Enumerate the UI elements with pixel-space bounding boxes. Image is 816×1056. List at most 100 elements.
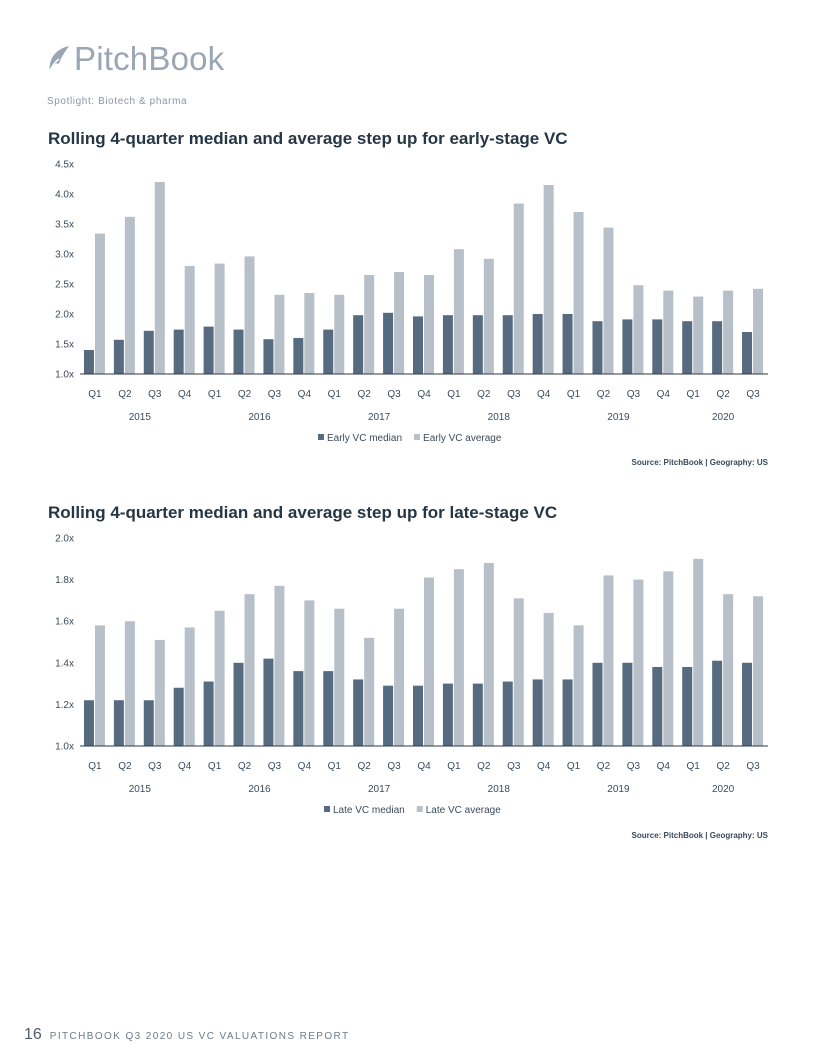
x-tick-label: Q3 (627, 389, 641, 400)
average-bar (483, 258, 494, 374)
median-bar (143, 700, 154, 746)
year-label: 2017 (368, 784, 391, 795)
median-bar (233, 662, 244, 746)
average-bar (214, 610, 225, 746)
x-tick-label: Q4 (657, 761, 671, 772)
average-bar (633, 285, 644, 374)
median-bar (712, 660, 723, 746)
average-bar (274, 294, 285, 374)
average-bar (394, 272, 405, 374)
average-bar (304, 600, 315, 746)
chart-early-stage: 1.0x 1.5x 2.0x 2.5x 3.0x 3.5x 4.0x 4.5x Q1 Q2 Q3 Q4… (55, 160, 768, 444)
x-tick-label: Q3 (507, 761, 521, 772)
year-label: 2019 (607, 784, 630, 795)
y-tick-label: 3.0x (55, 250, 74, 261)
year-label: 2018 (488, 412, 511, 423)
average-bar (184, 627, 195, 746)
legend-label-median: Early VC median (327, 433, 402, 444)
median-bar (323, 329, 334, 374)
median-bar (472, 683, 483, 746)
median-bar (113, 700, 124, 746)
x-tick-label: Q4 (537, 761, 551, 772)
median-bar (592, 321, 603, 374)
y-tick-label: 1.8x (55, 575, 74, 586)
average-bar (693, 558, 704, 746)
chart-1-title: Rolling 4-quarter median and average ste… (48, 129, 568, 148)
median-bar (413, 685, 423, 746)
y-tick-label: 2.0x (55, 534, 74, 545)
chart-1-source: Source: PitchBook | Geography: US (631, 458, 768, 467)
median-bar (622, 319, 633, 374)
average-bar (573, 625, 584, 746)
x-tick-label: Q2 (597, 389, 611, 400)
x-tick-label: Q2 (597, 761, 611, 772)
legend-label-average: Early VC average (423, 433, 502, 444)
legend-label-average: Late VC average (426, 805, 501, 816)
y-tick-label: 4.5x (55, 160, 74, 171)
y-tick-label: 1.5x (55, 340, 74, 351)
average-bar (124, 216, 135, 374)
x-tick-label: Q4 (178, 389, 192, 400)
x-tick-label: Q2 (716, 761, 730, 772)
x-tick-label: Q1 (88, 761, 102, 772)
average-bar (453, 569, 464, 746)
year-label: 2015 (129, 412, 152, 423)
legend-label-median: Late VC median (333, 805, 405, 816)
legend-swatch-median (318, 434, 324, 440)
median-bar (263, 658, 274, 746)
average-bar (603, 227, 614, 374)
x-tick-label: Q3 (746, 761, 760, 772)
median-bar (353, 315, 364, 374)
median-bar (353, 679, 364, 746)
average-bar (723, 290, 734, 374)
year-label: 2017 (368, 412, 391, 423)
x-tick-label: Q1 (567, 761, 581, 772)
average-bar (663, 290, 674, 374)
average-bar (424, 577, 434, 746)
average-bar (274, 585, 285, 746)
year-label: 2015 (129, 784, 152, 795)
x-tick-label: Q2 (118, 389, 132, 400)
average-bar (723, 594, 734, 746)
median-bar (502, 681, 513, 746)
median-bar (173, 687, 184, 746)
legend-swatch-average (416, 806, 423, 812)
year-label: 2020 (712, 784, 735, 795)
average-bar (154, 639, 165, 746)
median-bar (113, 339, 124, 374)
median-bar (233, 329, 244, 374)
median-bar (323, 671, 334, 746)
report-name: PITCHBOOK Q3 2020 US VC VALUATIONS REPOR… (49, 1031, 350, 1042)
x-tick-label: Q1 (88, 389, 102, 400)
section-label: Spotlight: Biotech & pharma (47, 96, 188, 107)
y-tick-label: 2.0x (55, 310, 74, 321)
x-tick-label: Q4 (178, 761, 192, 772)
average-bar (364, 275, 375, 374)
y-tick-label: 2.5x (55, 280, 74, 291)
x-tick-label: Q3 (148, 761, 162, 772)
x-tick-label: Q2 (238, 761, 252, 772)
average-bar (124, 621, 135, 746)
year-label: 2020 (712, 412, 735, 423)
x-tick-label: Q1 (328, 389, 342, 400)
x-tick-label: Q1 (567, 389, 581, 400)
average-bar (94, 625, 105, 746)
x-tick-label: Q1 (328, 761, 342, 772)
median-bar (682, 321, 693, 374)
average-bar (693, 296, 704, 374)
x-tick-label: Q3 (148, 389, 162, 400)
median-bar (742, 332, 753, 374)
average-bar (424, 275, 434, 374)
median-bar (293, 338, 304, 374)
x-tick-label: Q3 (507, 389, 521, 400)
average-bar (573, 212, 584, 374)
median-bar (622, 662, 633, 746)
median-bar (502, 315, 513, 374)
median-bar (532, 314, 543, 374)
x-tick-label: Q2 (477, 389, 491, 400)
x-tick-label: Q3 (746, 389, 760, 400)
average-bar (603, 575, 614, 746)
year-label: 2016 (248, 784, 271, 795)
median-bar (442, 315, 453, 374)
average-bar (244, 256, 255, 374)
